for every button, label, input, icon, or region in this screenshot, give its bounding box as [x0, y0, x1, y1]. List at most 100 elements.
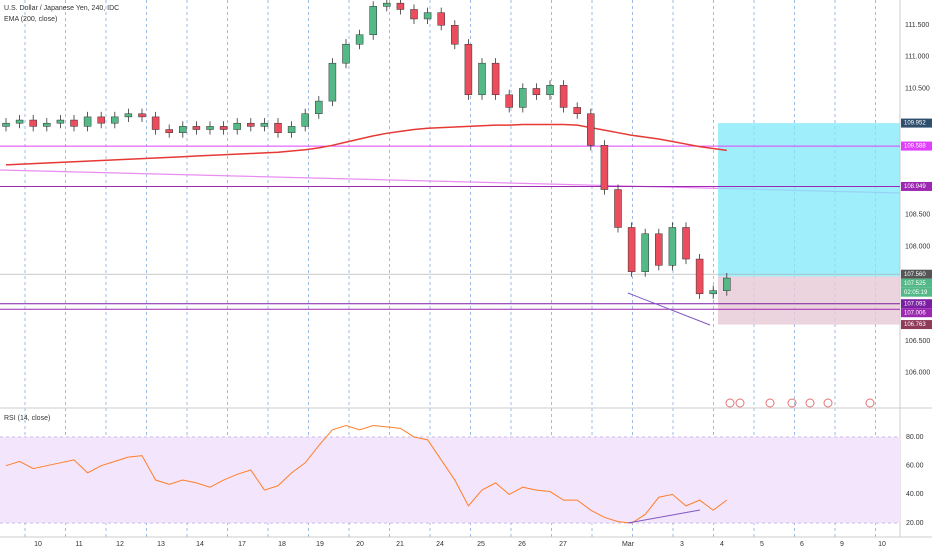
candle-body — [111, 116, 119, 124]
candle-body — [138, 113, 146, 118]
candle-body — [355, 34, 364, 45]
rsi-line — [5, 424, 728, 524]
candle-body — [655, 233, 663, 266]
candle-body — [627, 227, 636, 272]
price-tag — [901, 118, 932, 128]
candle-body — [15, 119, 24, 124]
indicator-title: EMA (200, close) — [4, 16, 57, 23]
x-tick-label: 12 — [116, 541, 124, 548]
candle-body — [464, 43, 473, 96]
price-tag-label: 107.093 — [904, 301, 926, 307]
candle-body — [315, 100, 323, 114]
candle-body — [695, 258, 704, 295]
y-tick-label: 110.500 — [905, 85, 930, 92]
ema-line — [5, 123, 727, 166]
rsi-title: RSI (14, close) — [4, 415, 50, 422]
x-tick-label: 18 — [278, 541, 286, 548]
candle-body — [287, 126, 296, 133]
candle-body — [383, 2, 391, 7]
candle-body — [451, 25, 459, 45]
candle-body — [437, 12, 445, 26]
countdown: 02:05:19 — [904, 290, 928, 296]
price-tag — [901, 308, 932, 318]
rsi-band — [0, 436, 900, 524]
candle-body — [274, 122, 282, 133]
y-tick-label: 40.00 — [906, 491, 924, 498]
candle-body — [491, 62, 500, 96]
candle-body — [247, 122, 255, 127]
x-tick-label: 24 — [436, 541, 444, 548]
event-icon — [805, 398, 815, 408]
candle-body — [165, 129, 173, 133]
x-tick-label: 20 — [356, 541, 364, 548]
candle-body — [70, 119, 78, 127]
divergence-line — [627, 292, 711, 326]
x-tick-label: 25 — [477, 541, 485, 548]
candle-body — [600, 145, 609, 190]
countdown-tag — [901, 287, 932, 297]
price-tag-label: 107.560 — [904, 272, 926, 278]
x-tick-label: 11 — [75, 541, 82, 548]
x-tick-label: 19 — [316, 541, 324, 548]
y-tick-label: 20.00 — [906, 520, 924, 527]
x-tick-label: 13 — [157, 541, 165, 548]
candle-body — [260, 122, 269, 127]
x-tick-label: 10 — [34, 541, 42, 548]
price-tag-label: 107.525 — [904, 281, 926, 287]
target-zone — [718, 123, 900, 277]
candle-body — [532, 88, 541, 96]
y-tick-label: 108.500 — [905, 212, 930, 219]
candle-body — [396, 2, 405, 10]
candle-body — [97, 116, 105, 124]
candle-body — [723, 277, 731, 291]
x-tick-label: Mar — [622, 541, 635, 548]
y-tick-label: 60.00 — [906, 463, 924, 470]
event-icon — [823, 398, 833, 408]
y-tick-label: 106.000 — [905, 370, 930, 377]
x-tick-label: 14 — [196, 541, 204, 548]
candle-body — [573, 107, 581, 114]
x-tick-label: 27 — [559, 541, 567, 548]
candle-body — [682, 227, 690, 260]
x-tick-label: 9 — [840, 541, 844, 548]
price-tag — [901, 269, 932, 279]
divergence-line — [627, 509, 701, 524]
x-tick-label: 4 — [720, 541, 724, 548]
price-tag-label: 109.952 — [904, 121, 926, 127]
candle-body — [641, 233, 649, 272]
candle-body — [2, 122, 10, 127]
y-tick-label: 106.500 — [905, 338, 930, 345]
x-tick-label: 3 — [680, 541, 684, 548]
event-icon — [765, 398, 775, 408]
x-tick-label: 21 — [396, 541, 404, 548]
price-tag — [901, 320, 932, 330]
chart-title: U.S. Dollar / Japanese Yen, 240, IDC — [4, 5, 119, 12]
y-tick-label: 108.000 — [905, 243, 930, 250]
x-tick-label: 26 — [518, 541, 526, 548]
event-icon — [735, 398, 745, 408]
y-tick-label: 80.00 — [906, 434, 924, 441]
candle-body — [43, 122, 51, 127]
candle-body — [219, 126, 228, 130]
candle-body — [29, 119, 37, 127]
candle-body — [505, 94, 513, 108]
candle-body — [342, 43, 350, 64]
candle-body — [423, 12, 432, 20]
candle-body — [587, 113, 595, 146]
candle-body — [410, 9, 418, 20]
candle-body — [614, 189, 622, 228]
x-tick-label: 17 — [238, 541, 246, 548]
candle-body — [328, 62, 337, 102]
stop-zone — [718, 276, 900, 325]
price-tag-label: 107.006 — [904, 310, 926, 316]
y-tick-label: 111.500 — [905, 22, 929, 29]
x-tick-label: 10 — [878, 541, 886, 548]
candle-body — [206, 126, 214, 130]
candle-body — [546, 85, 554, 96]
candle-body — [83, 116, 92, 127]
candle-body — [179, 126, 187, 133]
candle-body — [301, 113, 309, 127]
x-tick-label: 5 — [760, 541, 764, 548]
